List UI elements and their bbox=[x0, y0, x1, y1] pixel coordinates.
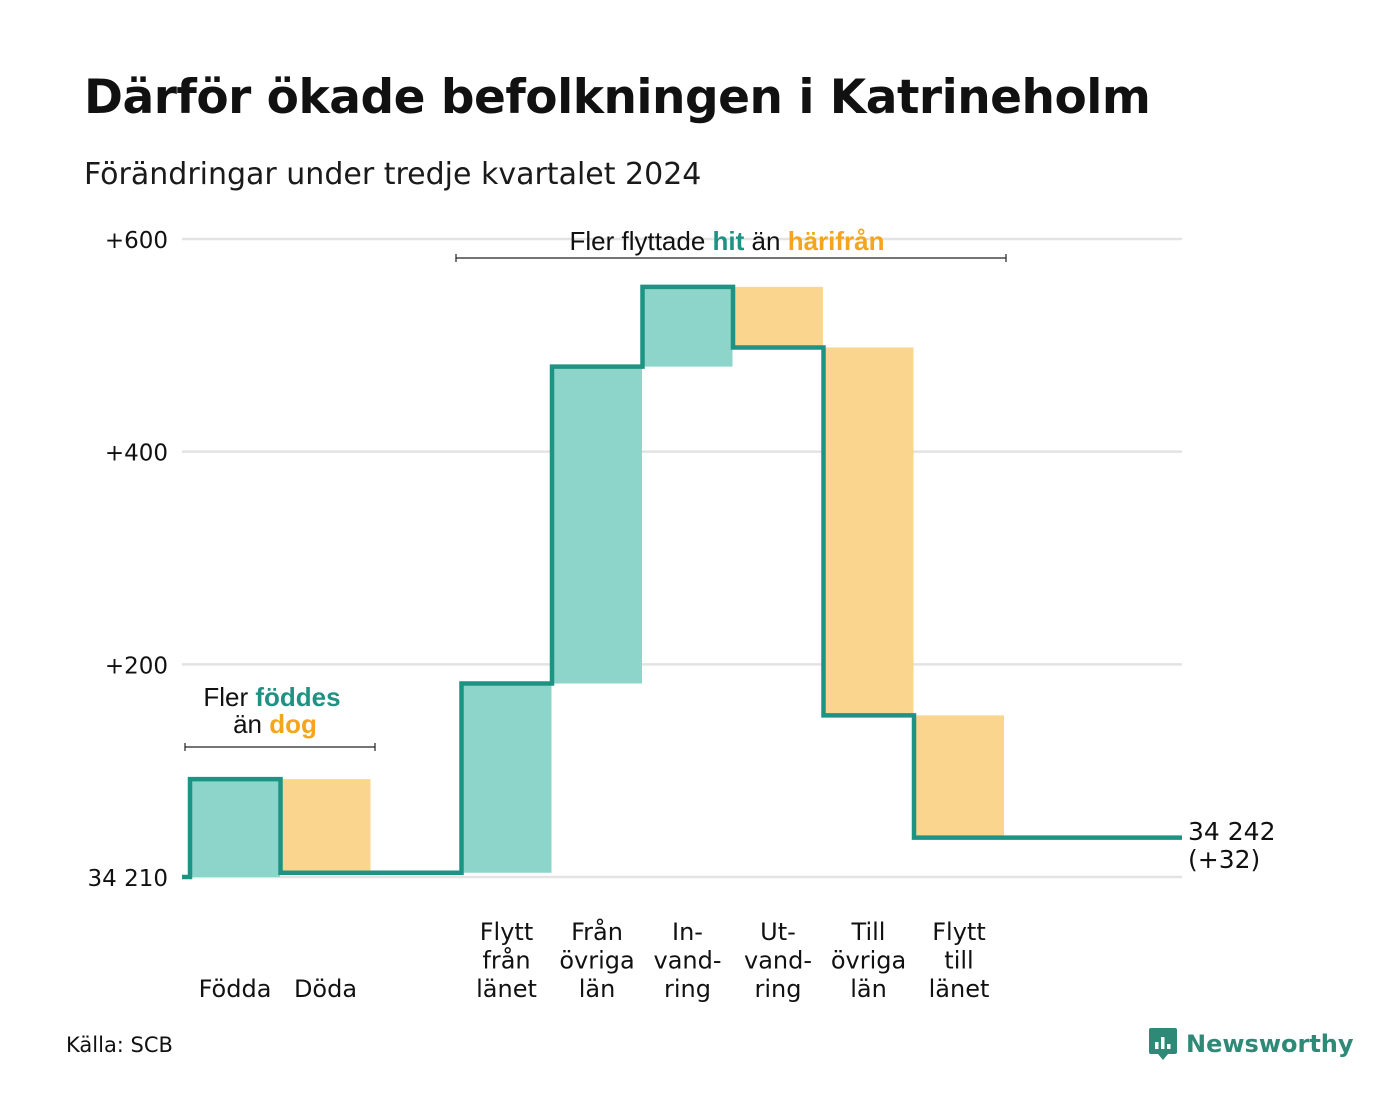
migration-highlight-out: härifrån bbox=[788, 226, 885, 256]
y-axis-labels: 34 210 +200 +400 +600 bbox=[88, 228, 168, 892]
births-bracket bbox=[184, 743, 376, 751]
x-category-label: Från bbox=[571, 917, 623, 946]
births-annotation: Fler föddes än dog bbox=[184, 682, 376, 751]
x-category-label: ring bbox=[755, 975, 802, 1003]
x-category-label: In- bbox=[672, 918, 703, 946]
grid-lines bbox=[182, 237, 1182, 879]
end-change-label: (+32) bbox=[1188, 845, 1260, 874]
x-category-label: vand- bbox=[653, 947, 721, 975]
births-annotation-line2: än dog bbox=[233, 709, 317, 739]
y-tick-label: +400 bbox=[105, 441, 168, 467]
waterfall-bar bbox=[552, 366, 642, 684]
x-category-label: län bbox=[850, 975, 887, 1003]
x-category-label: från bbox=[482, 946, 530, 975]
migration-annotation-middle: än bbox=[744, 226, 787, 256]
waterfall-bar bbox=[914, 715, 1004, 838]
y-tick-label: +600 bbox=[105, 228, 168, 254]
x-category-label: länet bbox=[929, 975, 990, 1003]
waterfall-bar bbox=[190, 779, 280, 877]
waterfall-bar bbox=[733, 286, 823, 348]
x-category-label: Födda bbox=[199, 975, 272, 1003]
births-annotation-prefix: Fler bbox=[203, 682, 255, 712]
x-category-label: till bbox=[944, 947, 973, 975]
births-highlight-died: dog bbox=[269, 709, 317, 739]
x-category-label: övriga bbox=[831, 947, 906, 975]
x-category-label: övriga bbox=[559, 947, 634, 975]
x-category-label: Flytt bbox=[480, 918, 534, 946]
migration-annotation: Fler flyttade hit än härifrån bbox=[455, 226, 1007, 262]
x-category-label: Flytt bbox=[932, 918, 986, 946]
births-annotation-than: än bbox=[233, 709, 269, 739]
y-tick-label: +200 bbox=[105, 653, 168, 679]
x-category-label: län bbox=[579, 975, 616, 1003]
x-category-label: länet bbox=[476, 975, 537, 1003]
x-category-label: ring bbox=[664, 975, 711, 1003]
newsworthy-logo: Newsworthy bbox=[1148, 1024, 1354, 1064]
newsworthy-icon bbox=[1149, 1028, 1177, 1060]
cumulative-step-line bbox=[182, 284, 1182, 880]
migration-highlight-in: hit bbox=[713, 226, 745, 256]
waterfall-bar bbox=[280, 779, 371, 873]
births-highlight-born: föddes bbox=[255, 682, 340, 712]
x-category-label: vand- bbox=[744, 947, 812, 975]
source-label: Källa: SCB bbox=[66, 1033, 173, 1057]
migration-bracket bbox=[455, 254, 1007, 262]
x-axis-labels: Födda DödaFlyttfrånlänetFrånövrigalänIn-v… bbox=[199, 917, 990, 1003]
waterfall-bar bbox=[461, 683, 552, 873]
chart-title: Därför ökade befolkningen i Katrineholm bbox=[84, 70, 1151, 125]
end-value-label: 34 242 bbox=[1188, 817, 1275, 846]
x-category-label: Till bbox=[851, 918, 886, 946]
bars bbox=[190, 286, 1004, 877]
brand-name: Newsworthy bbox=[1186, 1030, 1354, 1058]
migration-annotation-prefix: Fler flyttade bbox=[569, 226, 712, 256]
waterfall-bar bbox=[642, 286, 733, 367]
births-annotation-line1: Fler föddes bbox=[203, 682, 340, 712]
chart-subtitle: Förändringar under tredje kvartalet 2024 bbox=[84, 157, 702, 192]
waterfall-bar bbox=[823, 347, 914, 716]
migration-annotation-text: Fler flyttade hit än härifrån bbox=[569, 226, 884, 256]
x-category-label: Döda bbox=[294, 975, 357, 1003]
y-tick-label: 34 210 bbox=[88, 866, 168, 892]
x-category-label: Ut- bbox=[760, 918, 796, 946]
